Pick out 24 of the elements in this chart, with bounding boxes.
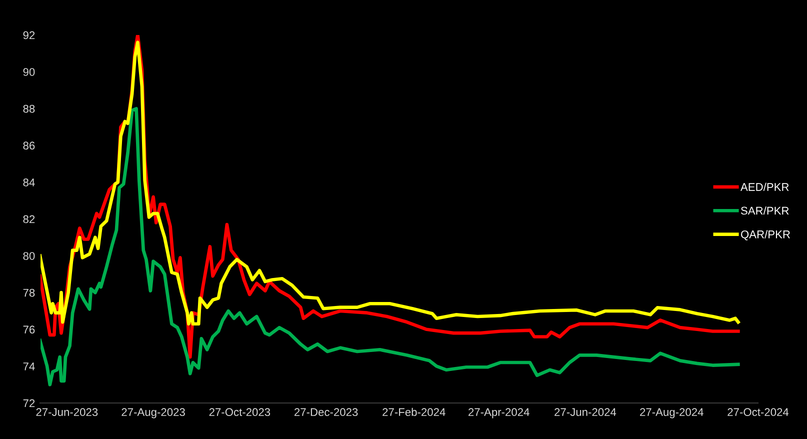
x-tick-label: 27-Apr-2024 xyxy=(468,408,530,418)
x-tick-label: 27-Aug-2024 xyxy=(640,408,704,418)
x-tick-label: 27-Aug-2023 xyxy=(122,408,185,418)
x-tick-label: 27-Oct-2024 xyxy=(728,408,789,416)
x-tick-label: 27-Dec-2023 xyxy=(294,408,358,416)
y-tick-label: 76 xyxy=(23,326,35,334)
x-tick-label: 27-Oct-2023 xyxy=(209,408,270,416)
y-tick-label: 90 xyxy=(23,68,35,76)
y-tick-label: 86 xyxy=(23,142,35,150)
x-tick-label: 27-Feb-2024 xyxy=(382,408,446,416)
x-tick-label: 27-Jun-2023 xyxy=(36,408,98,416)
y-tick-label: 82 xyxy=(23,215,35,224)
y-tick-label: 88 xyxy=(23,104,35,113)
line-series xyxy=(40,106,740,386)
x-tick-label: 27-Jun-2024 xyxy=(554,408,616,416)
legend-label: AED/PKR xyxy=(740,182,789,191)
y-tick-label: 84 xyxy=(23,178,35,186)
legend-label: SAR/PKR xyxy=(740,206,789,215)
legend-label: QAR/PKR xyxy=(741,230,790,240)
y-tick-label: 92 xyxy=(23,31,35,40)
y-tick-label: 80 xyxy=(23,252,35,260)
y-tick-label: 72 xyxy=(23,399,35,408)
y-tick-label: 74 xyxy=(23,362,35,370)
y-tick-label: 78 xyxy=(23,288,35,297)
